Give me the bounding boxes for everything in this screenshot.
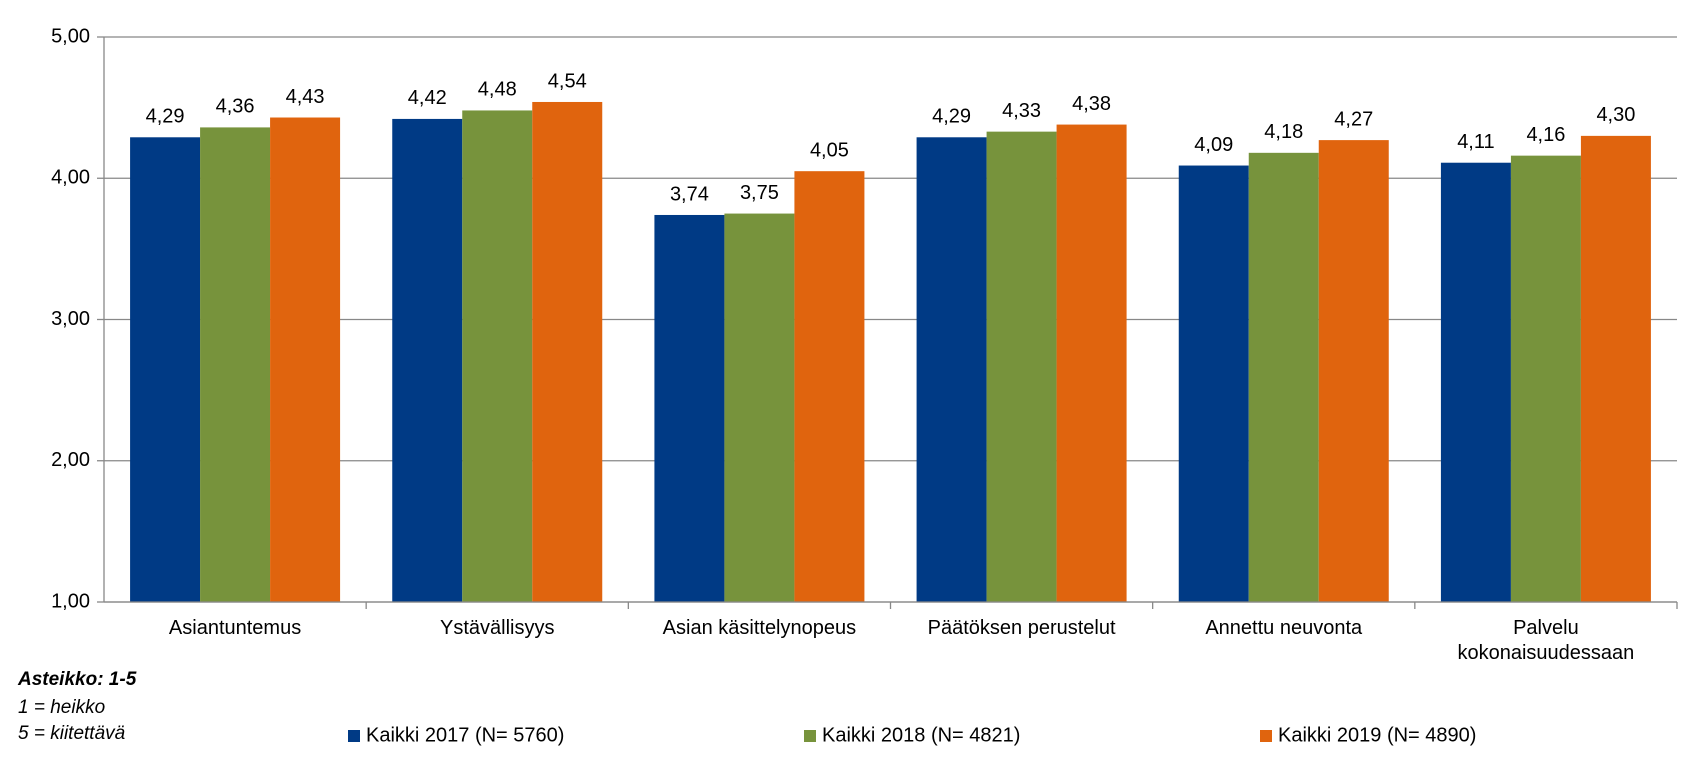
bar	[1580, 135, 1651, 602]
bar	[462, 110, 533, 602]
bar	[1056, 124, 1127, 602]
x-tick-label: Ystävällisyys	[440, 617, 555, 639]
y-tick-label: 5,00	[51, 25, 90, 47]
bar	[1248, 152, 1319, 602]
x-tick-label: Asian käsittelynopeus	[662, 617, 857, 639]
x-tick-label: Palvelu kokonaisuudessaan	[1457, 617, 1635, 664]
data-label: 4,36	[216, 96, 255, 118]
data-label: 3,75	[740, 182, 779, 204]
annotation: 5 = kiitettävä	[18, 723, 126, 744]
data-label: 4,29	[146, 106, 185, 128]
bar	[392, 118, 463, 603]
bar	[130, 137, 201, 602]
legend-swatch	[348, 730, 360, 742]
bar	[270, 117, 341, 602]
bar	[1440, 162, 1511, 602]
legend-swatch	[804, 730, 816, 742]
bar	[532, 101, 603, 602]
bar	[200, 127, 271, 603]
x-tick-label: Annettu neuvonta	[1205, 617, 1363, 639]
bar	[916, 137, 987, 602]
data-label: 4,42	[408, 87, 447, 109]
bar	[654, 214, 725, 602]
y-tick-label: 1,00	[51, 590, 90, 612]
data-label: 3,74	[670, 183, 709, 205]
x-tick-label: Asiantuntemus	[168, 617, 302, 639]
bar	[1510, 155, 1581, 602]
bar	[794, 171, 865, 602]
legend-label: Kaikki 2017 (N= 5760)	[366, 724, 564, 746]
data-label: 4,30	[1596, 104, 1635, 126]
data-label: 4,54	[548, 70, 587, 92]
y-tick-label: 2,00	[51, 449, 90, 471]
data-label: 4,43	[286, 86, 325, 108]
data-label: 4,27	[1334, 108, 1373, 130]
y-tick-label: 3,00	[51, 308, 90, 330]
bar	[1318, 140, 1389, 603]
annotation: 1 = heikko	[18, 697, 106, 718]
bar	[986, 131, 1057, 602]
annotation: Asteikko: 1-5	[18, 669, 137, 690]
bar	[1178, 165, 1249, 602]
data-label: 4,05	[810, 139, 849, 161]
bar	[724, 213, 795, 602]
legend-label: Kaikki 2019 (N= 4890)	[1278, 724, 1476, 746]
data-label: 4,18	[1264, 121, 1303, 143]
data-label: 4,09	[1194, 134, 1233, 156]
data-label: 4,29	[932, 106, 971, 128]
data-label: 4,33	[1002, 100, 1041, 122]
data-label: 4,11	[1457, 131, 1494, 153]
y-tick-label: 4,00	[51, 167, 90, 189]
legend-swatch	[1260, 730, 1272, 742]
data-label: 4,16	[1526, 124, 1565, 146]
legend-label: Kaikki 2018 (N= 4821)	[822, 724, 1020, 746]
data-label: 4,48	[478, 79, 517, 101]
x-tick-label: Päätöksen perustelut	[927, 617, 1116, 639]
data-label: 4,38	[1072, 93, 1111, 115]
